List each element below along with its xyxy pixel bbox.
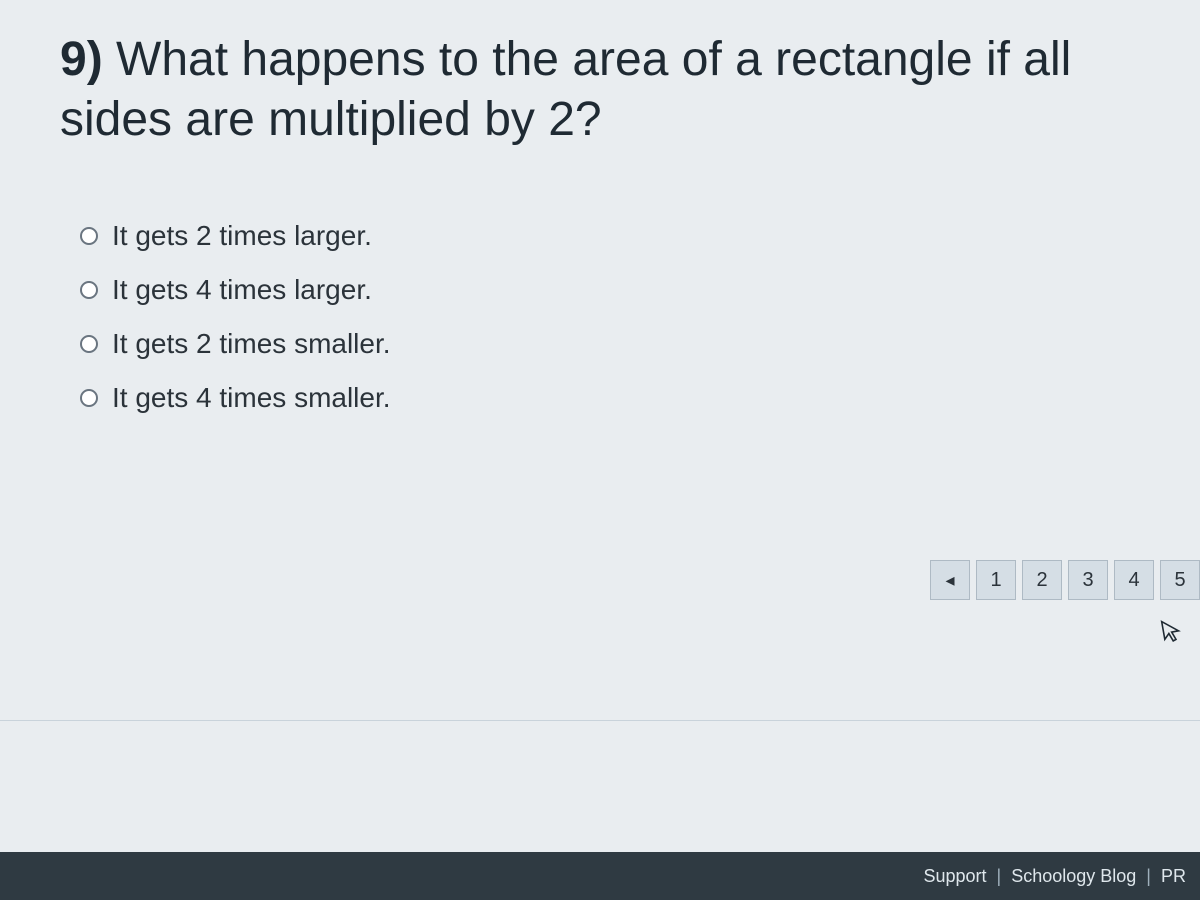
radio-icon[interactable] xyxy=(80,335,98,353)
option-label: It gets 4 times larger. xyxy=(112,274,372,306)
pagination: ◂ 1 2 3 4 5 xyxy=(930,560,1200,600)
cursor-icon xyxy=(1159,617,1184,652)
option-row[interactable]: It gets 2 times larger. xyxy=(80,220,1140,252)
option-label: It gets 2 times smaller. xyxy=(112,328,391,360)
option-label: It gets 4 times smaller. xyxy=(112,382,391,414)
footer-separator: | xyxy=(997,866,1002,887)
radio-icon[interactable] xyxy=(80,227,98,245)
footer-bar: Support | Schoology Blog | PR xyxy=(0,852,1200,900)
page-button-3[interactable]: 3 xyxy=(1068,560,1108,600)
question-area: 9) What happens to the area of a rectang… xyxy=(0,0,1200,414)
footer-blog-link[interactable]: Schoology Blog xyxy=(1011,866,1136,887)
page-button-2[interactable]: 2 xyxy=(1022,560,1062,600)
page-button-4[interactable]: 4 xyxy=(1114,560,1154,600)
options-group: It gets 2 times larger. It gets 4 times … xyxy=(60,220,1140,414)
footer-support-link[interactable]: Support xyxy=(923,866,986,887)
page-button-5[interactable]: 5 xyxy=(1160,560,1200,600)
section-divider xyxy=(0,720,1200,721)
question-text: What happens to the area of a rectangle … xyxy=(60,33,1071,146)
chevron-left-icon: ◂ xyxy=(945,570,954,591)
page-button-1[interactable]: 1 xyxy=(976,560,1016,600)
question-number: 9) xyxy=(60,33,103,86)
radio-icon[interactable] xyxy=(80,389,98,407)
option-row[interactable]: It gets 4 times larger. xyxy=(80,274,1140,306)
radio-icon[interactable] xyxy=(80,281,98,299)
option-label: It gets 2 times larger. xyxy=(112,220,372,252)
prev-page-button[interactable]: ◂ xyxy=(930,560,970,600)
footer-separator: | xyxy=(1146,866,1151,887)
option-row[interactable]: It gets 4 times smaller. xyxy=(80,382,1140,414)
question-heading: 9) What happens to the area of a rectang… xyxy=(60,30,1140,150)
footer-pr-link[interactable]: PR xyxy=(1161,866,1186,887)
option-row[interactable]: It gets 2 times smaller. xyxy=(80,328,1140,360)
